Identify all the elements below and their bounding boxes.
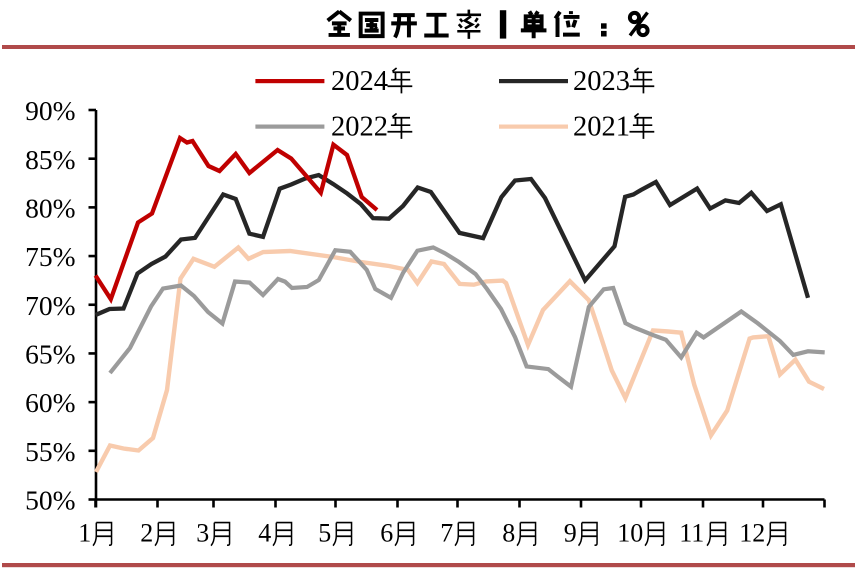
svg-text:8: 8 <box>502 519 515 548</box>
svg-text:80%: 80% <box>25 192 75 223</box>
svg-text:6: 6 <box>380 519 393 548</box>
svg-text:12: 12 <box>739 519 765 548</box>
svg-text:50%: 50% <box>25 485 75 516</box>
svg-text:2022: 2022 <box>331 112 388 143</box>
svg-text:55%: 55% <box>25 436 75 467</box>
svg-text:9: 9 <box>564 519 577 548</box>
svg-text:4: 4 <box>258 519 271 548</box>
svg-text:90%: 90% <box>25 95 75 126</box>
svg-text:10: 10 <box>617 519 643 548</box>
svg-text:11: 11 <box>679 519 704 548</box>
svg-text:85%: 85% <box>25 144 75 175</box>
svg-text:70%: 70% <box>25 290 75 321</box>
svg-text:2: 2 <box>140 519 153 548</box>
svg-text:2021: 2021 <box>573 112 630 143</box>
svg-text:2024: 2024 <box>331 66 388 97</box>
svg-text:2023: 2023 <box>573 66 630 97</box>
svg-text:7: 7 <box>440 519 453 548</box>
svg-text:3: 3 <box>196 519 209 548</box>
svg-text:60%: 60% <box>25 387 75 418</box>
svg-text:75%: 75% <box>25 241 75 272</box>
svg-text:1: 1 <box>78 519 91 548</box>
svg-text:5: 5 <box>318 519 331 548</box>
svg-text:65%: 65% <box>25 339 75 370</box>
